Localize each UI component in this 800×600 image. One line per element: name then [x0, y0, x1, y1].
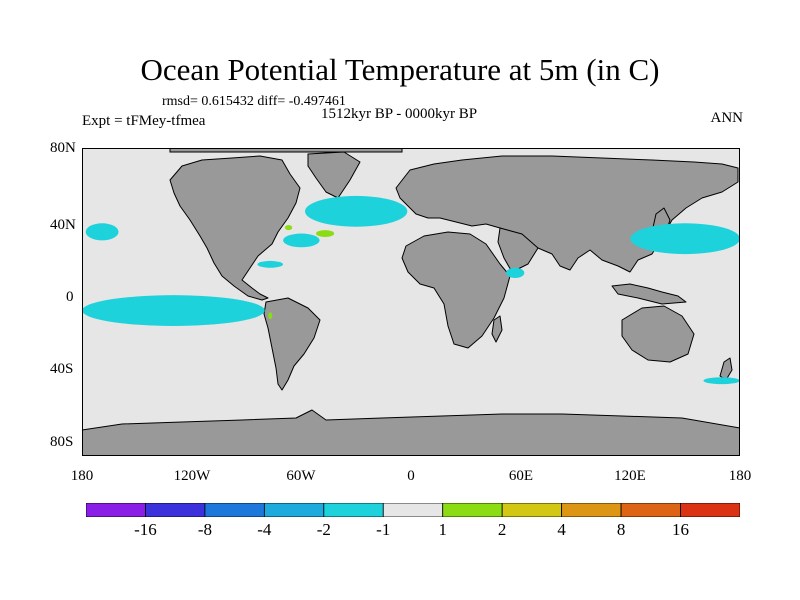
colorbar-segment: [561, 503, 622, 517]
land-australia: [621, 305, 695, 363]
y-tick-label: 40N: [50, 217, 76, 233]
season-label: ANN: [710, 110, 744, 126]
x-tick-label: 60E: [508, 468, 534, 484]
colorbar-label: 1: [438, 520, 447, 539]
x-tick-label: 120E: [614, 468, 646, 484]
colorbar-label: -4: [257, 520, 272, 539]
anomaly-region: [284, 225, 293, 231]
anomaly-region: [315, 230, 335, 237]
land-south-america: [263, 297, 321, 391]
experiment-label: Expt = tFMey-tfmea: [82, 113, 206, 129]
land-masses: [82, 151, 740, 456]
colorbar-segment: [145, 503, 206, 517]
colorbar-segment: [323, 503, 384, 517]
colorbar-label: 16: [672, 520, 690, 539]
anomaly-overlay: [82, 195, 740, 385]
colorbar-segment: [382, 503, 444, 517]
period-label: 1512kyr BP - 0000kyr BP: [321, 106, 478, 122]
y-tick-label: 80S: [50, 434, 74, 450]
anomaly-region: [283, 233, 320, 248]
anomaly-region: [506, 267, 525, 279]
land-north-america: [169, 155, 301, 301]
x-tick-label: 180: [728, 468, 752, 484]
colorbar-segment: [204, 503, 265, 517]
colorbar-label: 2: [497, 520, 507, 539]
anomaly-region: [703, 377, 740, 385]
colorbar-label: 8: [616, 520, 626, 539]
anomaly-region: [257, 260, 284, 268]
map-frame: [82, 148, 740, 456]
colorbar-label: 4: [557, 520, 566, 539]
land-arabia: [497, 227, 539, 273]
colorbar-segment: [680, 503, 740, 517]
anomaly-region: [304, 195, 408, 227]
y-tick-label: 0: [66, 289, 74, 305]
colorbar-segment: [263, 503, 325, 517]
x-tick-label: 120W: [173, 468, 211, 484]
colorbar-segment: [86, 503, 146, 517]
land-africa: [401, 231, 511, 349]
land-new-zealand: [719, 357, 733, 381]
map-title: Ocean Potential Temperature at 5m (in C): [140, 52, 660, 87]
anomaly-region: [85, 223, 119, 241]
land-antarctica: [82, 409, 740, 456]
anomaly-region: [268, 312, 273, 320]
land-indonesia: [611, 283, 687, 305]
colorbar-segment: [442, 503, 503, 517]
colorbar-segment: [620, 503, 681, 517]
colorbar-label: -8: [197, 520, 212, 539]
x-tick-label: 60W: [286, 468, 316, 484]
x-tick-label: 180: [70, 468, 94, 484]
x-tick-label: 0: [407, 468, 415, 484]
y-tick-label: 80N: [50, 140, 76, 156]
anomaly-region: [630, 223, 740, 255]
map-plot: [82, 148, 740, 456]
anomaly-region: [82, 295, 265, 326]
colorbar-label: -16: [134, 520, 157, 539]
y-tick-label: 40S: [50, 361, 74, 377]
colorbar-segment: [501, 503, 563, 517]
colorbar-label: -2: [316, 520, 331, 539]
statistics-label: rmsd= 0.615432 diff= -0.497461: [162, 94, 346, 109]
land-madagascar: [491, 315, 503, 343]
colorbar-label: -1: [376, 520, 391, 539]
colorbar: [86, 503, 740, 517]
